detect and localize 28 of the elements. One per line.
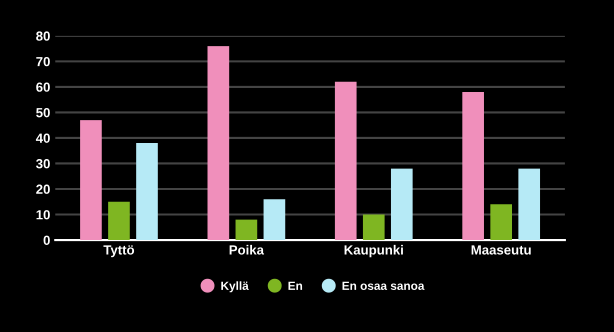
bar: [264, 199, 286, 240]
y-tick-label: 10: [36, 210, 50, 220]
bar: [236, 220, 258, 240]
bar: [108, 202, 130, 240]
y-tick-label: 50: [36, 108, 50, 118]
bar: [390, 168, 413, 240]
y-tick-label: 20: [36, 184, 50, 194]
x-tick-label: Maaseutu: [472, 245, 531, 255]
y-tick-label: 80: [36, 31, 50, 41]
legend-label: Kyllä: [221, 281, 249, 292]
y-tick-label: 70: [36, 56, 50, 66]
bar: [362, 214, 385, 240]
bar: [334, 82, 357, 240]
legend-label: En: [288, 282, 302, 290]
x-tick-label: Poika: [230, 244, 264, 255]
bar: [490, 204, 512, 240]
y-tick-label: 30: [36, 159, 50, 168]
bar: [208, 46, 230, 240]
y-tick-label: 60: [36, 82, 50, 92]
y-tick-label: 40: [36, 134, 50, 143]
bar: [136, 143, 158, 240]
bar: [80, 120, 102, 240]
bar: [518, 168, 540, 240]
y-tick-label: 0: [44, 236, 50, 245]
x-tick-label: Tyttö: [103, 245, 134, 258]
bar: [462, 92, 484, 240]
x-tick-label: Kaupunki: [344, 244, 403, 258]
legend-label: En osaa sanoa: [342, 282, 424, 290]
